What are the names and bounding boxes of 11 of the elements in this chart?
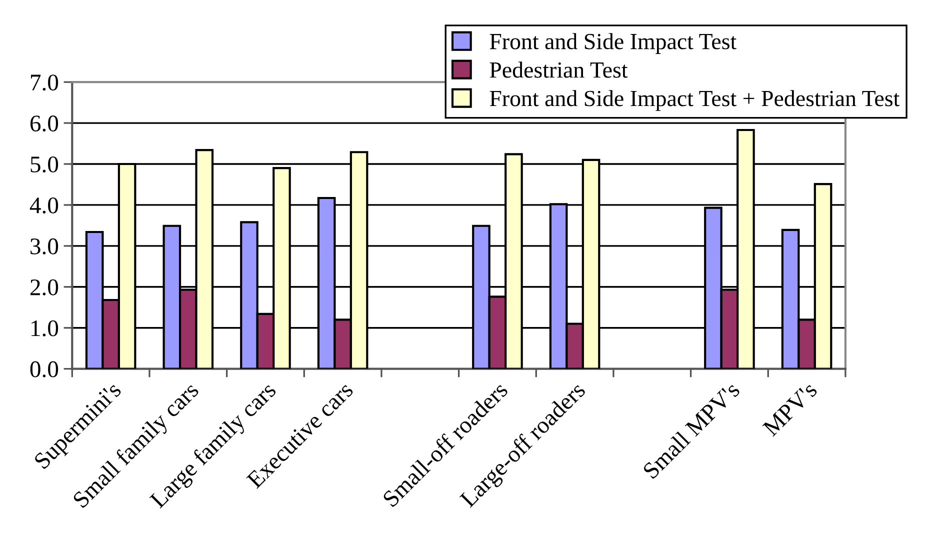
y-tick-label: 5.0 <box>30 156 58 173</box>
legend-label: Front and Side Impact Test + Pedestrian Test <box>490 90 900 111</box>
legend-label: Pedestrian Test <box>490 62 628 78</box>
y-tick-label: 1.0 <box>32 320 58 336</box>
legend-label: Front and Side Impact Test <box>490 33 737 54</box>
y-tick-label: 0.0 <box>30 361 58 378</box>
y-tick-label: 4.0 <box>30 197 58 214</box>
y-tick-label: 2.0 <box>30 279 58 296</box>
y-tick-label: 6.0 <box>30 116 58 132</box>
y-tick-label: 7.0 <box>31 74 58 91</box>
y-tick-label: 3.0 <box>30 238 58 254</box>
